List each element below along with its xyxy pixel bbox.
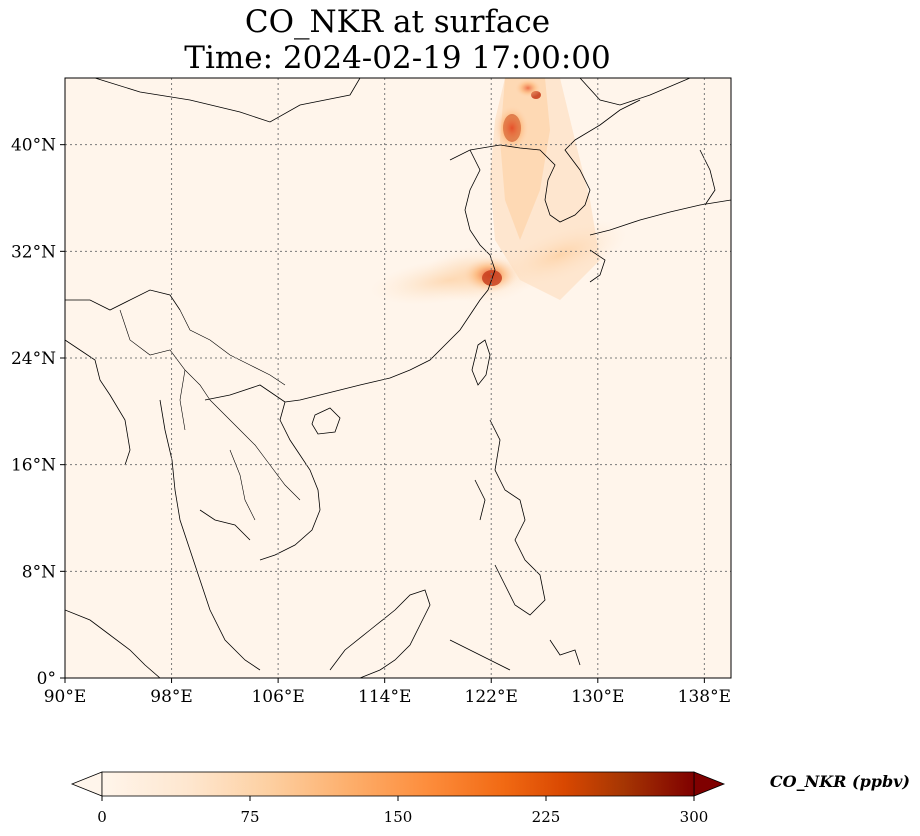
lon-tick-label: 90°E xyxy=(44,687,87,707)
map-frame xyxy=(64,77,732,679)
colorbar-tick-label: 225 xyxy=(532,808,561,826)
colorbar-tick-label: 75 xyxy=(240,808,259,826)
colorbar-tick-label: 0 xyxy=(97,808,107,826)
lon-tick-label: 122°E xyxy=(465,687,518,707)
gridlines xyxy=(65,78,731,678)
colorbar-body xyxy=(101,771,695,797)
concentration-field xyxy=(370,78,627,305)
colorbar-tick-label: 300 xyxy=(680,808,709,826)
colorbar-label: CO_NKR (ppbv) xyxy=(770,772,910,791)
title-line-1: CO_NKR at surface xyxy=(244,4,551,40)
lat-ticks: 0° 8°N 16°N 24°N 32°N 40°N xyxy=(11,136,65,689)
lat-tick-label: 0° xyxy=(37,669,56,689)
map-title: CO_NKR at surface Time: 2024-02-19 17:00… xyxy=(0,4,795,76)
lat-tick-label: 8°N xyxy=(22,562,56,582)
coastlines xyxy=(65,78,731,678)
country-borders xyxy=(119,309,301,521)
lat-tick-label: 24°N xyxy=(11,349,56,369)
lon-tick-label: 114°E xyxy=(358,687,411,707)
colorbar-tick-label: 150 xyxy=(384,808,413,826)
title-line-2: Time: 2024-02-19 17:00:00 xyxy=(184,40,611,76)
lat-tick-label: 16°N xyxy=(11,456,56,476)
lat-tick-label: 32°N xyxy=(11,242,56,262)
lon-ticks: 90°E 98°E 106°E 114°E 122°E 130°E 138°E xyxy=(44,678,731,707)
lat-tick-label: 40°N xyxy=(11,136,56,156)
colorbar-ticks: 0 75 150 225 300 xyxy=(97,796,708,826)
lon-tick-label: 98°E xyxy=(150,687,193,707)
map-background xyxy=(65,78,731,678)
lon-tick-label: 130°E xyxy=(571,687,624,707)
colorbar: 0 75 150 225 300 CO_NKR (ppbv) xyxy=(70,771,910,826)
colorbar-extend-low xyxy=(70,771,103,797)
lon-tick-label: 106°E xyxy=(251,687,304,707)
lon-tick-label: 138°E xyxy=(678,687,731,707)
colorbar-extend-high xyxy=(693,771,726,797)
